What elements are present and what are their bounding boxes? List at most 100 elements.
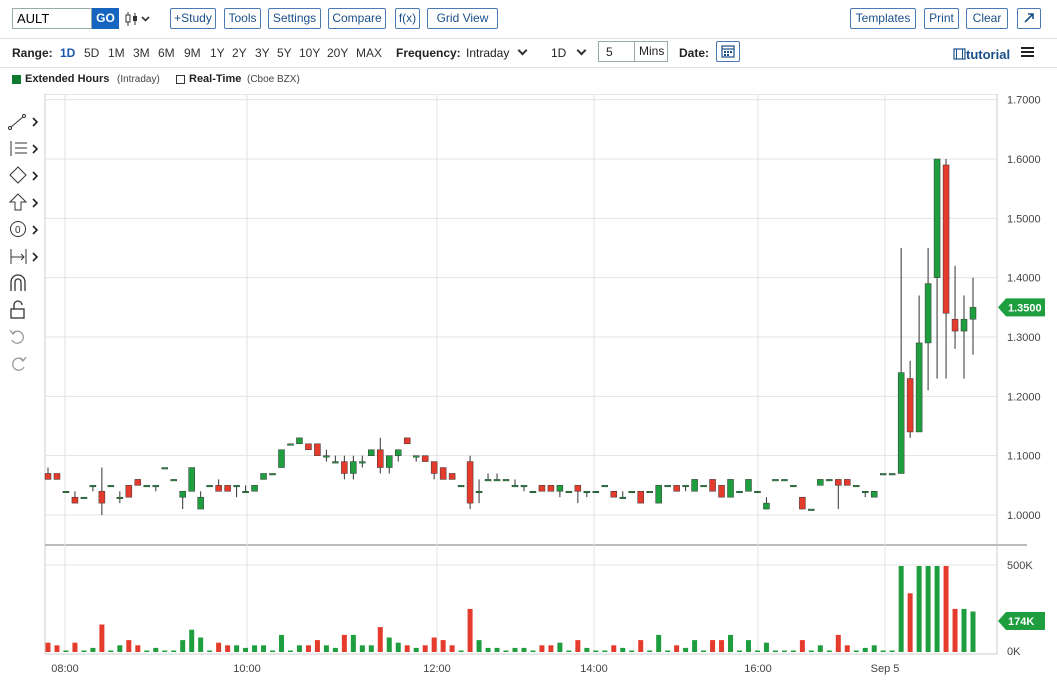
candle-body bbox=[475, 491, 483, 494]
compare-button[interactable]: Compare bbox=[328, 8, 386, 29]
fibonacci-tool[interactable] bbox=[6, 137, 40, 159]
range-1y[interactable]: 1Y bbox=[210, 46, 225, 60]
grid-view-button[interactable]: Grid View bbox=[427, 8, 498, 29]
volume-tick-label: 0K bbox=[1007, 646, 1021, 658]
go-button[interactable]: GO bbox=[92, 8, 119, 29]
candle-body bbox=[116, 496, 124, 499]
real-time-checkbox[interactable] bbox=[176, 75, 185, 84]
volume-bar bbox=[153, 647, 159, 652]
candle-body bbox=[170, 479, 177, 482]
symbol-input[interactable] bbox=[12, 8, 92, 29]
range-9m[interactable]: 9M bbox=[184, 46, 201, 60]
volume-bar bbox=[808, 650, 814, 652]
volume-bar bbox=[431, 637, 437, 652]
volume-bar bbox=[81, 650, 87, 652]
volume-bar bbox=[314, 640, 320, 652]
candle-body bbox=[323, 455, 330, 458]
candle-body bbox=[457, 485, 465, 488]
fx-button[interactable]: f(x) bbox=[395, 8, 420, 29]
volume-bar bbox=[63, 650, 69, 652]
add-study-button[interactable]: +Study bbox=[170, 8, 216, 29]
arrow-up-tool[interactable] bbox=[6, 191, 40, 213]
interval-input[interactable]: 5 Mins bbox=[598, 41, 668, 62]
candle-body bbox=[89, 485, 97, 488]
trendline-tool[interactable] bbox=[6, 110, 40, 132]
time-tick-label: 12:00 bbox=[423, 663, 451, 675]
candle-body bbox=[700, 485, 707, 488]
tools-button[interactable]: Tools bbox=[224, 8, 261, 29]
plot-frame bbox=[44, 94, 998, 655]
volume-bar bbox=[889, 650, 895, 652]
candle-body bbox=[71, 496, 79, 504]
range-20y[interactable]: 20Y bbox=[327, 46, 349, 60]
candle-body bbox=[736, 491, 743, 494]
time-tick-label: 08:00 bbox=[51, 663, 79, 675]
volume-bar bbox=[638, 640, 644, 652]
candle-body bbox=[870, 491, 878, 498]
range-2y[interactable]: 2Y bbox=[232, 46, 247, 60]
frequency-label: Frequency: bbox=[396, 46, 461, 60]
price-tick-label: 1.7000 bbox=[1007, 95, 1041, 107]
volume-bar bbox=[593, 650, 599, 652]
range-10y[interactable]: 10Y bbox=[299, 46, 321, 60]
volume-bar bbox=[413, 647, 419, 652]
frequency-select[interactable]: Intraday bbox=[466, 45, 528, 61]
volume-bar bbox=[512, 647, 518, 652]
magnet-icon[interactable] bbox=[6, 272, 40, 294]
range-1d[interactable]: 1D bbox=[60, 46, 76, 60]
chart-type-dropdown[interactable] bbox=[125, 10, 153, 28]
unlock-icon[interactable] bbox=[6, 299, 40, 321]
volume-bar bbox=[287, 650, 293, 652]
candle-body bbox=[62, 491, 70, 494]
chevron-down-icon bbox=[517, 45, 528, 56]
measure-tool[interactable] bbox=[6, 245, 40, 267]
candle-body bbox=[655, 485, 662, 504]
range-max[interactable]: MAX bbox=[356, 46, 383, 60]
chevron-down-icon bbox=[576, 45, 587, 56]
range-1m[interactable]: 1M bbox=[108, 46, 125, 60]
extended-hours-checkbox[interactable] bbox=[12, 75, 21, 84]
tutorial-link[interactable]: tutorial bbox=[953, 47, 1010, 62]
volume-bar bbox=[45, 642, 51, 652]
print-button[interactable]: Print bbox=[924, 8, 959, 29]
volume-bar bbox=[494, 647, 500, 652]
candle-body bbox=[314, 443, 321, 456]
settings-button[interactable]: Settings bbox=[268, 8, 321, 29]
volume-bar bbox=[961, 608, 967, 652]
date-label: Date: bbox=[679, 46, 710, 60]
volume-bar bbox=[377, 627, 383, 652]
candle-body bbox=[179, 491, 186, 498]
range-3m[interactable]: 3M bbox=[133, 46, 150, 60]
expand-button[interactable] bbox=[1017, 8, 1041, 29]
redo-icon[interactable] bbox=[6, 353, 40, 375]
price-tick-label: 1.0000 bbox=[1007, 510, 1041, 522]
range-3y[interactable]: 3Y bbox=[255, 46, 270, 60]
templates-button[interactable]: Templates bbox=[850, 8, 916, 29]
date-picker-button[interactable] bbox=[716, 41, 740, 62]
shape-tool[interactable] bbox=[6, 164, 40, 186]
annotation-tool[interactable]: 0 bbox=[6, 218, 40, 240]
volume-bar bbox=[566, 650, 572, 652]
candle-body bbox=[583, 491, 591, 494]
menu-button[interactable] bbox=[1021, 45, 1035, 62]
range-5d[interactable]: 5D bbox=[84, 46, 100, 60]
last-volume-badge bbox=[998, 612, 1045, 630]
volume-bar bbox=[763, 642, 769, 652]
price-chart[interactable]: 1.7000 1.6000 1.5000 1.4000 1.3000 1.2000 1.10… bbox=[0, 94, 1057, 688]
calendar-icon bbox=[721, 45, 735, 58]
last-price-label: 1.3500 bbox=[1008, 302, 1042, 314]
candle-body bbox=[305, 443, 312, 450]
range-5y[interactable]: 5Y bbox=[277, 46, 292, 60]
period-select[interactable]: 1D bbox=[551, 45, 587, 61]
range-6m[interactable]: 6M bbox=[158, 46, 175, 60]
candle-body bbox=[197, 496, 204, 510]
candle-body bbox=[879, 473, 887, 476]
undo-icon[interactable] bbox=[6, 326, 40, 348]
volume-bar bbox=[359, 645, 365, 652]
clear-button[interactable]: Clear bbox=[966, 8, 1008, 29]
volume-bar bbox=[683, 647, 689, 652]
candle-body bbox=[493, 479, 501, 482]
candle-body bbox=[727, 479, 734, 498]
volume-bar bbox=[278, 634, 284, 652]
candle-body bbox=[107, 485, 115, 488]
